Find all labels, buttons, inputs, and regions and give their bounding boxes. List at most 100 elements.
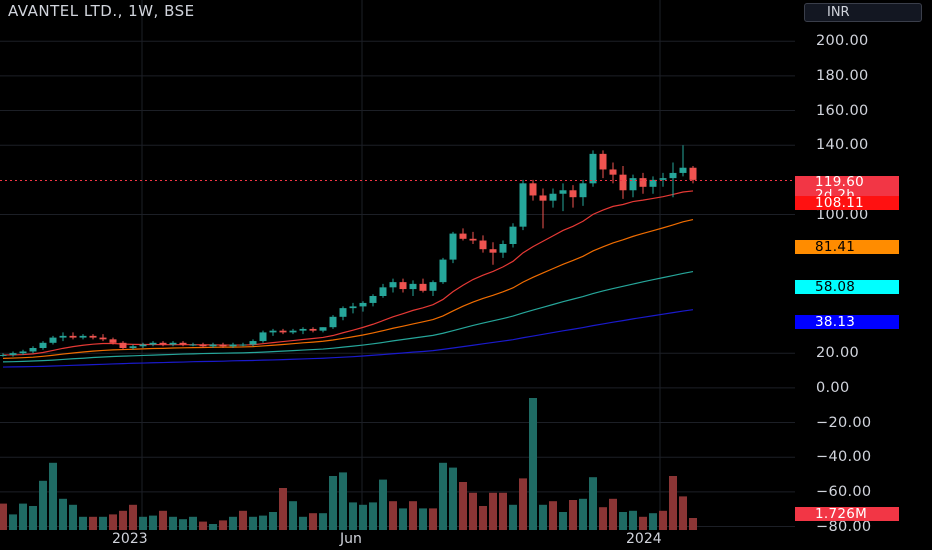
- candle-body: [259, 332, 267, 342]
- candle-body: [189, 344, 197, 346]
- candle-body: [629, 178, 637, 191]
- candle-body: [59, 335, 67, 338]
- volume-bar: [79, 516, 87, 530]
- ma4-tag: 38.13: [795, 315, 899, 329]
- moving-average-lines: [2, 190, 694, 368]
- candle-body: [689, 167, 697, 180]
- candle-body: [479, 240, 487, 250]
- candle-body: [209, 344, 217, 347]
- candle-body: [529, 183, 537, 196]
- candle-body: [359, 302, 367, 307]
- volume-bar: [229, 516, 237, 530]
- volume-bar: [379, 479, 387, 530]
- price-tick: −60.00: [816, 483, 872, 500]
- volume-bar: [549, 501, 557, 530]
- volume-bar: [339, 472, 347, 530]
- volume-bar: [499, 492, 507, 530]
- volume-bar: [149, 515, 157, 530]
- candle-body: [519, 183, 527, 227]
- candle-body: [659, 178, 667, 180]
- volume-bar: [0, 503, 7, 530]
- candle-body: [469, 238, 477, 241]
- candle-body: [439, 259, 447, 283]
- candle-body: [369, 296, 377, 303]
- candle-body: [599, 153, 607, 170]
- volume-bar: [429, 508, 437, 530]
- moving-average-2: [2, 218, 694, 359]
- volume-bar: [679, 496, 687, 530]
- volume-bar: [449, 467, 457, 530]
- candle-body: [379, 287, 387, 296]
- candle-body: [429, 282, 437, 291]
- volume-bar: [249, 516, 257, 530]
- candle-body: [159, 342, 167, 345]
- volume-bar: [409, 501, 417, 530]
- candle-body: [239, 344, 247, 346]
- volume-bar: [469, 492, 477, 530]
- candlesticks: [0, 145, 697, 357]
- ma2-tag: 81.41: [795, 240, 899, 254]
- candle-body: [9, 353, 17, 355]
- volume-bar: [59, 498, 67, 530]
- volume-bar: [159, 510, 167, 530]
- volume-bar: [559, 512, 567, 530]
- candle-body: [149, 342, 157, 345]
- candle-body: [489, 249, 497, 253]
- candle-body: [549, 193, 557, 201]
- price-tick: 100.00: [816, 206, 869, 223]
- volume-bars: [0, 398, 697, 530]
- candle-body: [589, 153, 597, 184]
- volume-bar: [69, 504, 77, 530]
- candle-body: [99, 337, 107, 340]
- candle-body: [579, 183, 587, 198]
- volume-bar: [389, 501, 397, 530]
- candle-body: [669, 172, 677, 179]
- volume-bar: [349, 502, 357, 530]
- candle-body: [679, 167, 687, 173]
- candle-body: [339, 308, 347, 317]
- candle-body: [219, 344, 227, 347]
- candle-body: [0, 354, 7, 356]
- volume-bar: [539, 504, 547, 530]
- candle-body: [609, 169, 617, 175]
- volume-bar: [529, 398, 537, 530]
- candle-body: [119, 342, 127, 348]
- volume-bar: [129, 504, 137, 530]
- volume-bar: [599, 507, 607, 530]
- candle-body: [79, 335, 87, 338]
- volume-bar: [279, 488, 287, 530]
- volume-bar: [89, 516, 97, 530]
- candle-body: [179, 342, 187, 345]
- candle-body: [619, 174, 627, 191]
- volume-bar: [419, 508, 427, 530]
- ma1-tag: 108.11: [795, 196, 899, 210]
- candle-body: [249, 341, 257, 345]
- volume-bar: [259, 515, 267, 530]
- volume-bar: [289, 501, 297, 530]
- volume-bar: [579, 498, 587, 530]
- candle-body: [419, 283, 427, 291]
- moving-average-1: [3, 190, 694, 356]
- volume-bar: [649, 513, 657, 530]
- price-tick: 160.00: [816, 102, 869, 119]
- price-tick: −20.00: [816, 414, 872, 431]
- volume-bar: [439, 462, 447, 530]
- candle-body: [509, 226, 517, 244]
- candle-body: [559, 190, 567, 194]
- volume-bar: [669, 476, 677, 530]
- currency-selector[interactable]: INR: [804, 3, 922, 22]
- moving-average-3: [2, 270, 694, 363]
- volume-bar: [399, 508, 407, 530]
- candle-body: [279, 330, 287, 333]
- volume-bar: [209, 524, 217, 530]
- chart-title: AVANTEL LTD., 1W, BSE: [8, 2, 195, 20]
- candle-body: [49, 337, 57, 343]
- volume-bar: [629, 510, 637, 530]
- volume-bar: [489, 492, 497, 530]
- volume-bar: [239, 510, 247, 530]
- price-tick: 20.00: [816, 345, 860, 362]
- candle-body: [499, 244, 507, 253]
- volume-bar: [659, 510, 667, 530]
- candle-body: [409, 283, 417, 290]
